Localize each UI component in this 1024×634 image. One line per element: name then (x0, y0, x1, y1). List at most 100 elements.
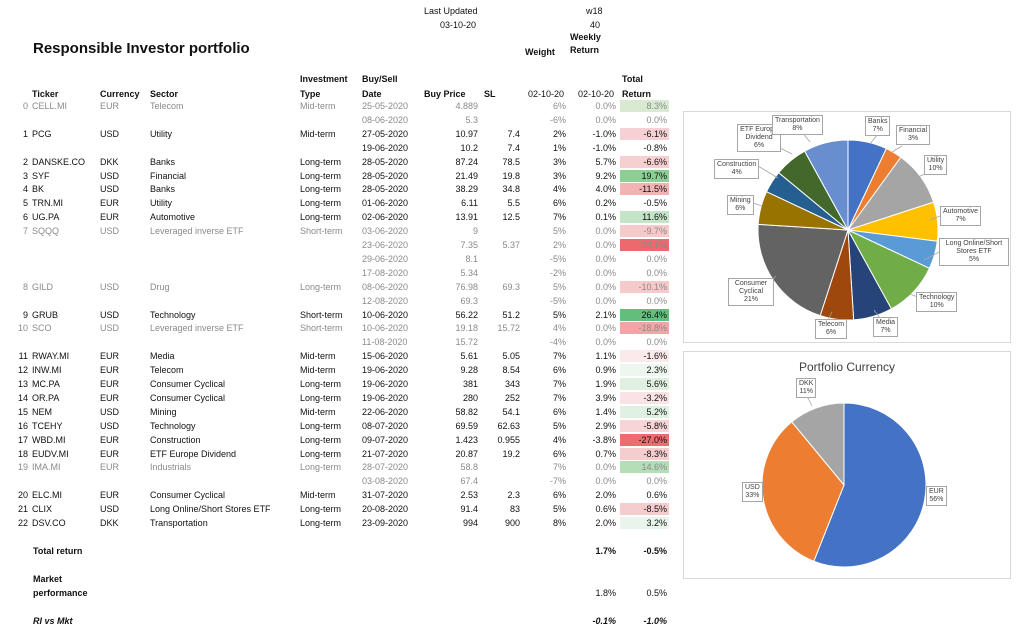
row-price: 280 (462, 392, 478, 403)
row-tot: 19.7% (641, 170, 667, 181)
pie-label-value: 33% (745, 492, 760, 499)
row-idx (18, 336, 28, 348)
pie-label-name: Technology (919, 294, 955, 301)
row-cur: USD (100, 309, 120, 320)
pie-label-name: Automotive (943, 208, 979, 215)
total-return-heat-cell (620, 364, 669, 377)
row-idx: 14 (18, 392, 29, 403)
pie-leader-line (757, 165, 779, 179)
row-tot: -28.1% (638, 240, 667, 250)
row-tot: -1.6% (643, 351, 667, 362)
row-wk: 0.0% (595, 240, 616, 250)
row-price: 2.53 (460, 490, 478, 501)
row-price: 5.61 (460, 351, 478, 362)
row-sl: 0.955 (497, 434, 520, 445)
col-buy-price: Buy Price (424, 89, 466, 99)
row-sl (484, 336, 520, 348)
row-tot: -18.8% (638, 323, 667, 334)
row-wk: 5.7% (595, 156, 616, 167)
row-type: Long-term (300, 198, 342, 209)
row-wk: -1.0% (592, 128, 616, 139)
row-sector: Technology (150, 420, 196, 431)
row-w: 7% (552, 379, 566, 389)
row-wk: 0.9% (595, 365, 616, 376)
row-w: 7% (552, 462, 566, 473)
row-ticker: TCEHY (32, 420, 63, 431)
pie-label-value: 7% (880, 327, 891, 334)
row-date: 02-06-2020 (362, 212, 409, 223)
row-sl: 69.3 (502, 281, 520, 292)
row-date: 08-06-2020 (362, 281, 409, 292)
row-tot: -11.5% (639, 184, 667, 195)
row-sector: Consumer Cyclical (150, 379, 226, 389)
pie-label-value: 3% (907, 135, 919, 142)
row-date: 28-05-2020 (362, 184, 409, 195)
row-cur: EUR (100, 212, 120, 223)
row-sector: Consumer Cyclical (150, 392, 226, 403)
total-return-heat-cell (620, 503, 669, 516)
row-idx (18, 114, 28, 126)
pie-leader-line (807, 397, 813, 407)
row-sl: 8.54 (502, 365, 520, 376)
row-idx (18, 142, 28, 154)
row-ticker: GILD (32, 281, 54, 292)
week-code: w18 (586, 6, 603, 16)
row-sector: Telecom (150, 365, 184, 376)
row-ticker: GRUB (32, 309, 59, 320)
row-cur: EUR (100, 448, 120, 459)
row-ticker: MC.PA (32, 379, 60, 389)
row-wk: 9.2% (595, 170, 616, 181)
total-return-heat-cell (620, 350, 669, 363)
row-price: 15.72 (455, 337, 478, 348)
pie-label-name: Transportation (775, 117, 820, 124)
pie-label-dkk: DKK 11% (796, 378, 817, 398)
sector-pie-chart-panel[interactable]: Banks 7% Financial 3% Utility 10% Automotive 7%… (683, 111, 1011, 343)
row-type: Long-term (300, 518, 342, 528)
row-type: Mid-term (300, 101, 336, 111)
row-cur: DKK (100, 518, 119, 528)
row-type: Long-term (300, 379, 342, 389)
row-w: 5% (552, 420, 566, 431)
row-sl (484, 295, 520, 307)
row-tot: -9.7% (643, 226, 667, 237)
row-wk: 0.0% (595, 281, 616, 292)
row-sl: 51.2 (502, 309, 520, 320)
row-sl: 54.1 (502, 406, 520, 417)
row-ticker: SQQQ (32, 226, 60, 237)
row-price: 13.91 (455, 212, 478, 223)
row-sl: 5.37 (502, 240, 520, 250)
row-type: Short-term (300, 226, 343, 237)
row-ticker: IMA.MI (32, 462, 61, 473)
total-return-heat-cell (620, 461, 669, 474)
row-w: -5% (549, 295, 566, 306)
row-w: -4% (549, 337, 566, 348)
row-price: 21.49 (455, 170, 478, 181)
pie-label-value: 10% (928, 165, 943, 172)
currency-pie-chart-panel[interactable]: Portfolio Currency EUR 56% USD 33% DKK 11% (683, 351, 1011, 579)
row-tot: -8.5% (643, 504, 667, 515)
row-sl (484, 114, 520, 126)
row-price: 91.4 (460, 504, 478, 515)
row-idx: 10 (18, 323, 29, 334)
total-return-heat-cell (620, 433, 669, 446)
total-return-heat-cell (620, 127, 669, 140)
row-type: Short-term (300, 323, 343, 334)
row-price: 5.3 (465, 114, 478, 125)
row-price: 9 (472, 226, 478, 237)
row-price: 58.8 (460, 462, 478, 473)
row-sl (484, 267, 520, 279)
row-sl (484, 100, 520, 112)
row-w: 6% (552, 198, 566, 209)
row-type: Long-term (300, 462, 342, 473)
pie-label-transportation: Transportation 8% (772, 115, 823, 135)
row-price: 994 (462, 518, 478, 528)
row-wk: 3.9% (595, 392, 616, 403)
row-idx: 7 (22, 226, 28, 237)
row-tot: 3.2% (646, 518, 667, 528)
row-date: 23-06-2020 (362, 240, 409, 250)
row-idx: 12 (18, 365, 29, 376)
pie-label-financial: Financial 3% (896, 125, 931, 145)
row-wk: 0.0% (595, 226, 616, 237)
row-sl (484, 225, 520, 237)
row-date: 23-09-2020 (362, 518, 409, 528)
